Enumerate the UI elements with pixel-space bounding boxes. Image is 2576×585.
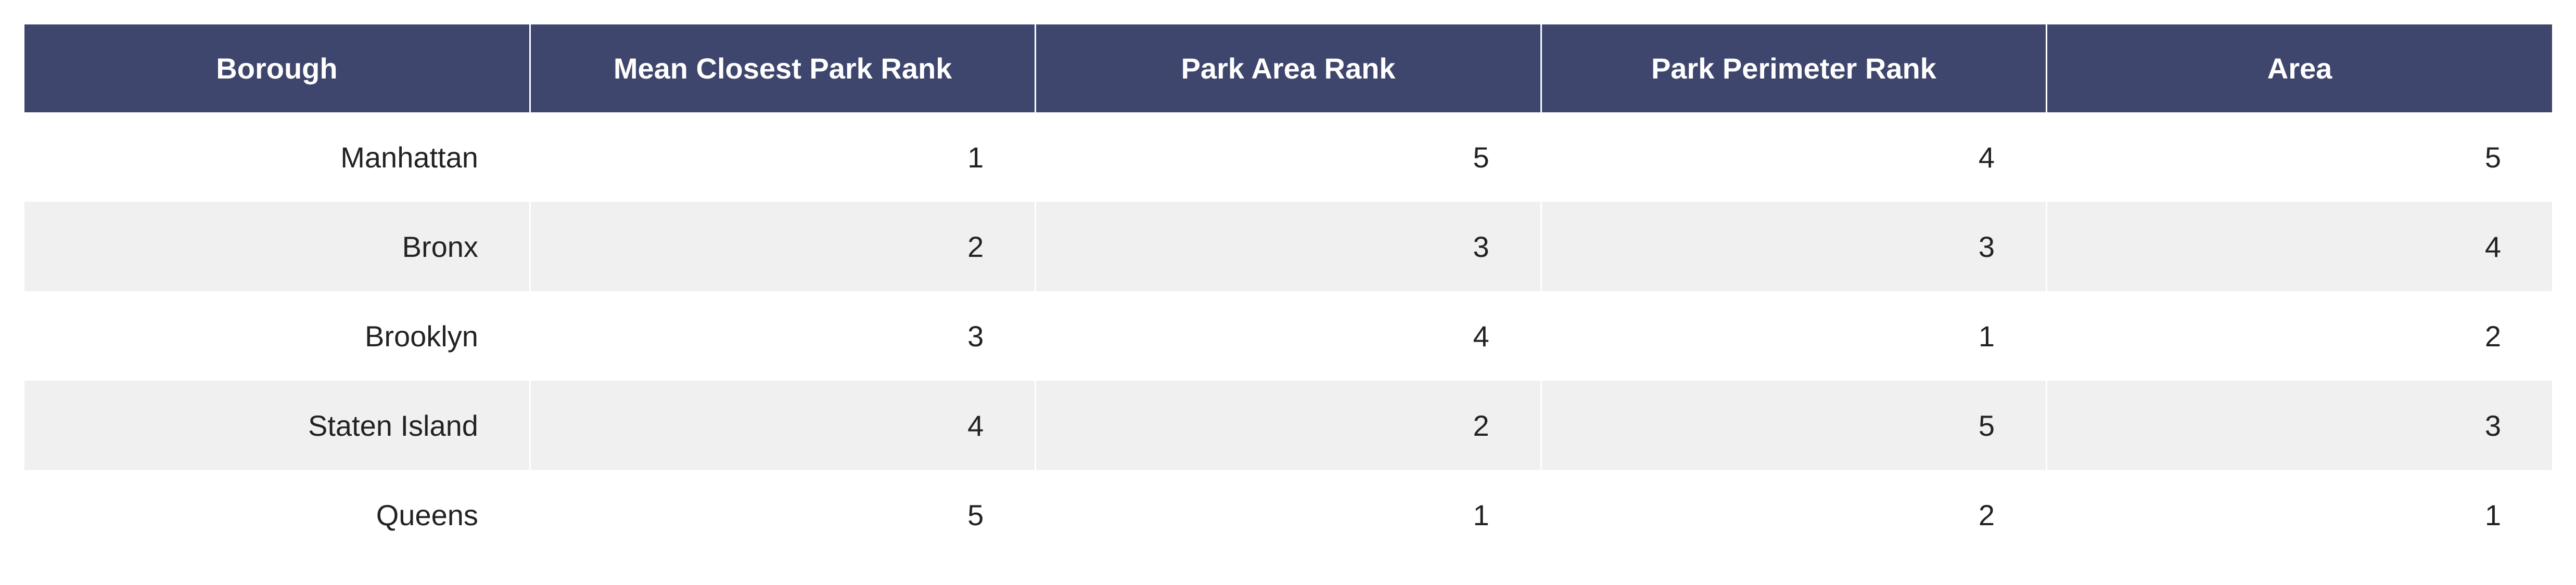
cell-park-perimeter-rank: 2 [1541, 470, 2048, 560]
cell-borough: Manhattan [24, 112, 531, 202]
cell-mean-closest-park-rank: 2 [530, 202, 1037, 291]
cell-park-perimeter-rank: 4 [1541, 112, 2048, 202]
table-row: Brooklyn 3 4 1 2 [24, 291, 2552, 381]
table-header: Borough Mean Closest Park Rank Park Area… [24, 24, 2552, 112]
cell-park-perimeter-rank: 1 [1541, 291, 2048, 381]
header-row: Borough Mean Closest Park Rank Park Area… [24, 24, 2552, 112]
cell-borough: Queens [24, 470, 531, 560]
cell-mean-closest-park-rank: 3 [530, 291, 1037, 381]
table-row: Staten Island 4 2 5 3 [24, 381, 2552, 470]
cell-park-area-rank: 1 [1035, 470, 1542, 560]
header-park-perimeter-rank: Park Perimeter Rank [1541, 24, 2048, 112]
cell-park-area-rank: 3 [1035, 202, 1542, 291]
cell-borough: Staten Island [24, 381, 531, 470]
data-table-container: Borough Mean Closest Park Rank Park Area… [24, 24, 2552, 560]
cell-park-perimeter-rank: 3 [1541, 202, 2048, 291]
cell-borough: Brooklyn [24, 291, 531, 381]
cell-area: 5 [2046, 112, 2552, 202]
cell-area: 1 [2046, 470, 2552, 560]
table-body: Manhattan 1 5 4 5 Bronx 2 3 3 4 Brooklyn… [24, 112, 2552, 560]
cell-mean-closest-park-rank: 4 [530, 381, 1037, 470]
header-borough: Borough [24, 24, 531, 112]
cell-area: 2 [2046, 291, 2552, 381]
cell-area: 4 [2046, 202, 2552, 291]
cell-park-area-rank: 2 [1035, 381, 1542, 470]
table-row: Bronx 2 3 3 4 [24, 202, 2552, 291]
cell-area: 3 [2046, 381, 2552, 470]
cell-park-area-rank: 4 [1035, 291, 1542, 381]
cell-mean-closest-park-rank: 5 [530, 470, 1037, 560]
header-mean-closest-park-rank: Mean Closest Park Rank [530, 24, 1037, 112]
header-area: Area [2046, 24, 2552, 112]
cell-mean-closest-park-rank: 1 [530, 112, 1037, 202]
cell-park-perimeter-rank: 5 [1541, 381, 2048, 470]
cell-borough: Bronx [24, 202, 531, 291]
header-park-area-rank: Park Area Rank [1035, 24, 1542, 112]
table-row: Queens 5 1 2 1 [24, 470, 2552, 560]
cell-park-area-rank: 5 [1035, 112, 1542, 202]
table-row: Manhattan 1 5 4 5 [24, 112, 2552, 202]
borough-park-rank-table: Borough Mean Closest Park Rank Park Area… [24, 24, 2552, 560]
